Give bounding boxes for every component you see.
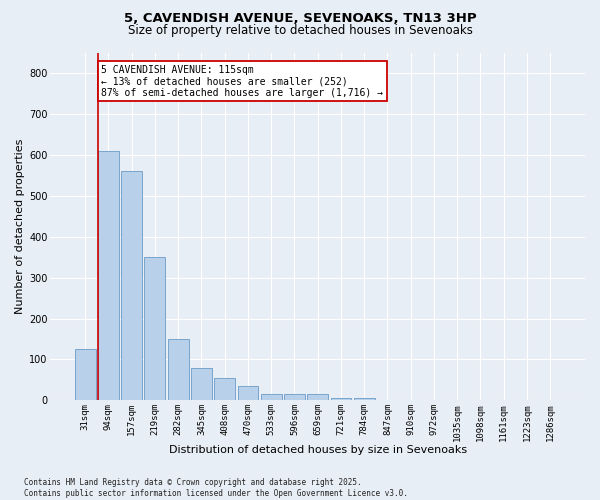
Bar	[331, 398, 352, 400]
Bar	[121, 171, 142, 400]
Bar	[261, 394, 281, 400]
Text: Size of property relative to detached houses in Sevenoaks: Size of property relative to detached ho…	[128, 24, 472, 37]
Bar	[284, 394, 305, 400]
Bar	[307, 394, 328, 400]
Bar	[98, 150, 119, 400]
Text: 5, CAVENDISH AVENUE, SEVENOAKS, TN13 3HP: 5, CAVENDISH AVENUE, SEVENOAKS, TN13 3HP	[124, 12, 476, 26]
Bar	[145, 257, 166, 400]
Text: Contains HM Land Registry data © Crown copyright and database right 2025.
Contai: Contains HM Land Registry data © Crown c…	[24, 478, 408, 498]
Bar	[191, 368, 212, 400]
Bar	[75, 350, 95, 401]
Y-axis label: Number of detached properties: Number of detached properties	[15, 139, 25, 314]
Bar	[168, 339, 188, 400]
Bar	[238, 386, 259, 400]
Text: 5 CAVENDISH AVENUE: 115sqm
← 13% of detached houses are smaller (252)
87% of sem: 5 CAVENDISH AVENUE: 115sqm ← 13% of deta…	[101, 65, 383, 98]
X-axis label: Distribution of detached houses by size in Sevenoaks: Distribution of detached houses by size …	[169, 445, 467, 455]
Bar	[354, 398, 374, 400]
Bar	[214, 378, 235, 400]
